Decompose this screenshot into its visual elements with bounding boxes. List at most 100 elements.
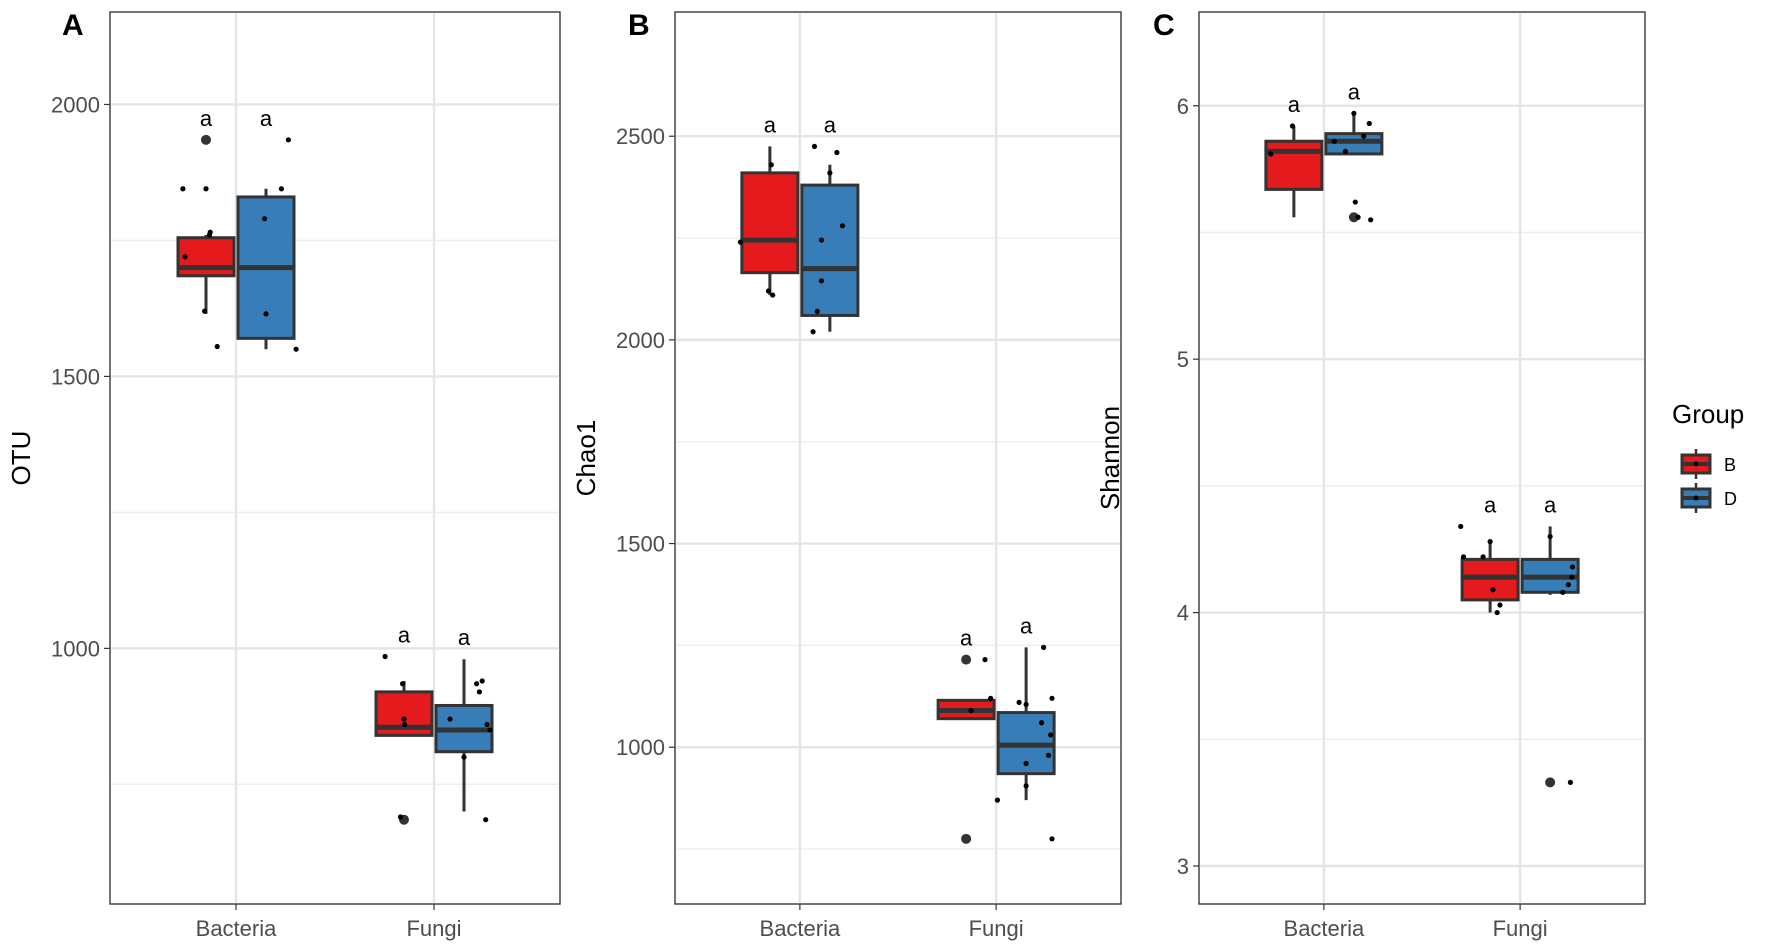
significance-label: a xyxy=(458,625,471,650)
box-group-a-bacteria-d: a xyxy=(236,106,299,352)
data-point xyxy=(400,681,406,687)
data-point xyxy=(811,143,818,150)
data-point xyxy=(1366,120,1372,127)
data-point xyxy=(1368,217,1374,223)
data-point xyxy=(765,288,772,294)
data-point xyxy=(1049,695,1055,701)
y-tick-label-b: 1500 xyxy=(616,532,665,557)
y-axis-title-c: Shannon xyxy=(1095,406,1125,510)
data-point xyxy=(1342,148,1349,154)
data-point xyxy=(1560,589,1566,595)
data-point xyxy=(479,678,485,684)
data-point xyxy=(814,308,820,314)
data-point xyxy=(1023,760,1029,767)
data-point xyxy=(839,223,846,229)
outlier-point xyxy=(961,654,972,665)
data-point xyxy=(474,681,480,687)
box-group-c-bacteria-d: a xyxy=(1324,79,1384,223)
data-point xyxy=(401,716,407,722)
box-group-a-fungi-d: a xyxy=(434,625,494,823)
data-point xyxy=(483,817,489,823)
y-tick-label-c: 6 xyxy=(1177,94,1189,119)
significance-label: a xyxy=(398,623,411,648)
y-tick-label-c: 4 xyxy=(1177,601,1189,626)
data-point xyxy=(1049,836,1055,842)
data-point xyxy=(1494,609,1500,616)
data-point xyxy=(818,278,825,284)
data-point xyxy=(476,689,482,695)
legend-label-d: D xyxy=(1724,489,1737,509)
y-axis-title-b: Chao1 xyxy=(571,420,601,497)
data-point xyxy=(1460,554,1467,560)
data-point xyxy=(994,797,1001,803)
data-point xyxy=(1565,582,1571,588)
legend-label-b: B xyxy=(1724,455,1736,475)
data-point xyxy=(293,346,299,352)
y-tick-label-a: 1500 xyxy=(51,364,100,389)
outlier-point xyxy=(1348,212,1359,223)
data-point xyxy=(810,329,816,335)
significance-label: a xyxy=(824,112,837,137)
box-group-a-fungi-b: a xyxy=(374,623,434,825)
data-point xyxy=(1041,644,1047,650)
data-point xyxy=(1547,533,1553,540)
data-point xyxy=(968,707,974,714)
data-point xyxy=(1361,133,1367,139)
y-tick-label-b: 2000 xyxy=(616,328,665,353)
data-point xyxy=(1289,123,1296,129)
plot-area-a xyxy=(109,11,561,905)
panel-tag-c: C xyxy=(1153,9,1175,42)
data-point xyxy=(1268,151,1274,157)
data-point xyxy=(285,137,291,143)
box-group-c-fungi-b: a xyxy=(1458,492,1520,616)
box xyxy=(1324,132,1384,156)
data-point xyxy=(988,695,994,701)
y-tick-label-a: 2000 xyxy=(51,92,100,117)
data-point xyxy=(1355,214,1361,220)
panel-tag-a: A xyxy=(62,9,84,42)
data-point xyxy=(737,239,744,245)
panel-frame-b xyxy=(674,11,1122,905)
box-group-b-bacteria-b: a xyxy=(737,112,800,298)
y-tick-label-c: 5 xyxy=(1177,347,1189,372)
data-point xyxy=(827,170,833,176)
significance-label: a xyxy=(1484,492,1497,517)
box-group-b-bacteria-d: a xyxy=(800,112,860,335)
significance-label: a xyxy=(1348,79,1361,104)
legend-title: Group xyxy=(1672,399,1744,429)
y-axis-title-a: OTU xyxy=(6,431,36,486)
data-point xyxy=(818,237,825,243)
data-point xyxy=(206,232,213,238)
y-tick-label-b: 2500 xyxy=(616,124,665,149)
significance-label: a xyxy=(764,112,777,137)
legend-item-d: D xyxy=(1680,483,1737,513)
data-point xyxy=(1497,602,1503,608)
data-point xyxy=(461,754,467,760)
x-tick-label-b: Bacteria xyxy=(760,916,841,941)
data-point xyxy=(1458,523,1464,530)
box-group-c-bacteria-b: a xyxy=(1264,92,1324,218)
box xyxy=(1264,139,1324,191)
data-point xyxy=(1045,752,1052,758)
data-point xyxy=(1048,732,1054,738)
significance-label: a xyxy=(260,106,273,131)
data-point xyxy=(1569,574,1575,580)
panel-c: 3 4 5 6 Bacteria Fungi Shannon Ca a a a xyxy=(1095,9,1646,941)
x-tick-label-a: Fungi xyxy=(406,916,461,941)
data-point xyxy=(382,653,388,660)
data-point xyxy=(203,186,209,192)
data-point xyxy=(263,311,269,317)
data-point xyxy=(447,716,453,722)
box xyxy=(800,183,860,317)
data-point xyxy=(278,186,284,192)
data-point xyxy=(1023,783,1029,789)
box xyxy=(1460,557,1520,602)
data-point xyxy=(768,162,774,168)
panel-frame-a xyxy=(109,11,561,905)
data-point xyxy=(397,814,404,820)
data-point xyxy=(262,216,268,222)
data-point xyxy=(1487,539,1493,545)
significance-label: a xyxy=(960,626,973,651)
data-point xyxy=(1567,779,1574,785)
significance-label: a xyxy=(1020,613,1033,638)
